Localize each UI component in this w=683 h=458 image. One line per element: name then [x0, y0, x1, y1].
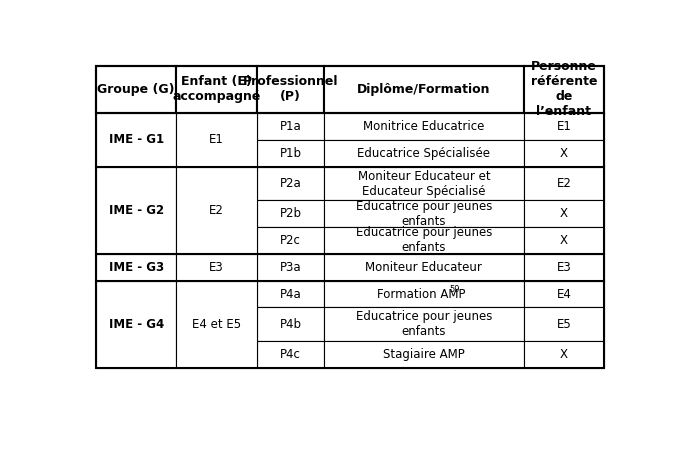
Bar	[324, 227, 524, 254]
Text: E2: E2	[557, 177, 572, 190]
Text: X: X	[560, 207, 568, 220]
Bar	[176, 65, 257, 113]
Bar	[257, 227, 324, 254]
Bar	[96, 65, 604, 368]
Text: X: X	[560, 348, 568, 361]
Text: E5: E5	[557, 318, 571, 331]
Bar	[96, 65, 176, 113]
Text: P2b: P2b	[279, 207, 301, 220]
Bar	[257, 113, 324, 140]
Bar	[96, 167, 176, 254]
Bar	[96, 281, 176, 368]
Text: Educatrice pour jeunes
enfants: Educatrice pour jeunes enfants	[356, 200, 492, 228]
Bar	[524, 254, 604, 281]
Bar	[524, 341, 604, 368]
Text: Monitrice Educatrice: Monitrice Educatrice	[363, 120, 485, 133]
Text: E4 et E5: E4 et E5	[192, 318, 241, 331]
Bar	[176, 254, 257, 281]
Text: Educatrice Spécialisée: Educatrice Spécialisée	[357, 147, 490, 160]
Bar	[324, 254, 524, 281]
Text: Educatrice pour jeunes
enfants: Educatrice pour jeunes enfants	[356, 226, 492, 255]
Text: P2a: P2a	[279, 177, 301, 190]
Bar	[524, 140, 604, 167]
Text: Stagiaire AMP: Stagiaire AMP	[383, 348, 465, 361]
Bar	[324, 200, 524, 227]
Text: IME - G4: IME - G4	[109, 318, 164, 331]
Bar	[257, 281, 324, 307]
Text: IME - G3: IME - G3	[109, 261, 164, 274]
Text: 59: 59	[449, 285, 460, 294]
Bar	[176, 281, 257, 368]
Text: Moniteur Educateur: Moniteur Educateur	[365, 261, 482, 274]
Text: P1b: P1b	[279, 147, 301, 160]
Text: Formation AMP: Formation AMP	[377, 288, 466, 300]
Text: P4b: P4b	[279, 318, 301, 331]
Text: P4c: P4c	[280, 348, 301, 361]
Text: Personne
référente
de
l’enfant: Personne référente de l’enfant	[531, 60, 597, 118]
Bar	[96, 113, 176, 167]
Text: P3a: P3a	[279, 261, 301, 274]
Text: Enfant (E)
accompagné: Enfant (E) accompagné	[172, 76, 261, 104]
Bar	[524, 167, 604, 200]
Text: E3: E3	[557, 261, 571, 274]
Text: Educatrice pour jeunes
enfants: Educatrice pour jeunes enfants	[356, 310, 492, 338]
Bar	[257, 254, 324, 281]
Text: P4a: P4a	[279, 288, 301, 300]
Bar	[524, 307, 604, 341]
Text: E2: E2	[209, 204, 224, 217]
Bar	[324, 307, 524, 341]
Text: E1: E1	[557, 120, 572, 133]
Text: Moniteur Educateur et
Educateur Spécialisé: Moniteur Educateur et Educateur Spéciali…	[358, 169, 490, 197]
Bar	[324, 113, 524, 140]
Text: X: X	[560, 234, 568, 247]
Bar	[257, 140, 324, 167]
Bar	[524, 200, 604, 227]
Bar	[257, 167, 324, 200]
Text: Groupe (G): Groupe (G)	[98, 83, 175, 96]
Text: IME - G2: IME - G2	[109, 204, 164, 217]
Bar	[257, 307, 324, 341]
Bar	[324, 140, 524, 167]
Bar	[257, 341, 324, 368]
Bar	[524, 65, 604, 113]
Bar	[524, 113, 604, 140]
Text: IME - G1: IME - G1	[109, 133, 164, 147]
Bar	[324, 341, 524, 368]
Text: Professionnel
(P): Professionnel (P)	[242, 76, 338, 104]
Text: E1: E1	[209, 133, 224, 147]
Bar	[96, 254, 176, 281]
Text: Diplôme/Formation: Diplôme/Formation	[357, 83, 490, 96]
Bar	[324, 65, 524, 113]
Text: E4: E4	[557, 288, 572, 300]
Bar	[176, 167, 257, 254]
Text: X: X	[560, 147, 568, 160]
Bar	[257, 65, 324, 113]
Text: E3: E3	[209, 261, 224, 274]
Bar	[524, 227, 604, 254]
Bar	[324, 167, 524, 200]
Text: P1a: P1a	[279, 120, 301, 133]
Bar	[176, 113, 257, 167]
Bar	[524, 281, 604, 307]
Bar	[257, 200, 324, 227]
Text: P2c: P2c	[280, 234, 301, 247]
Bar	[324, 281, 524, 307]
